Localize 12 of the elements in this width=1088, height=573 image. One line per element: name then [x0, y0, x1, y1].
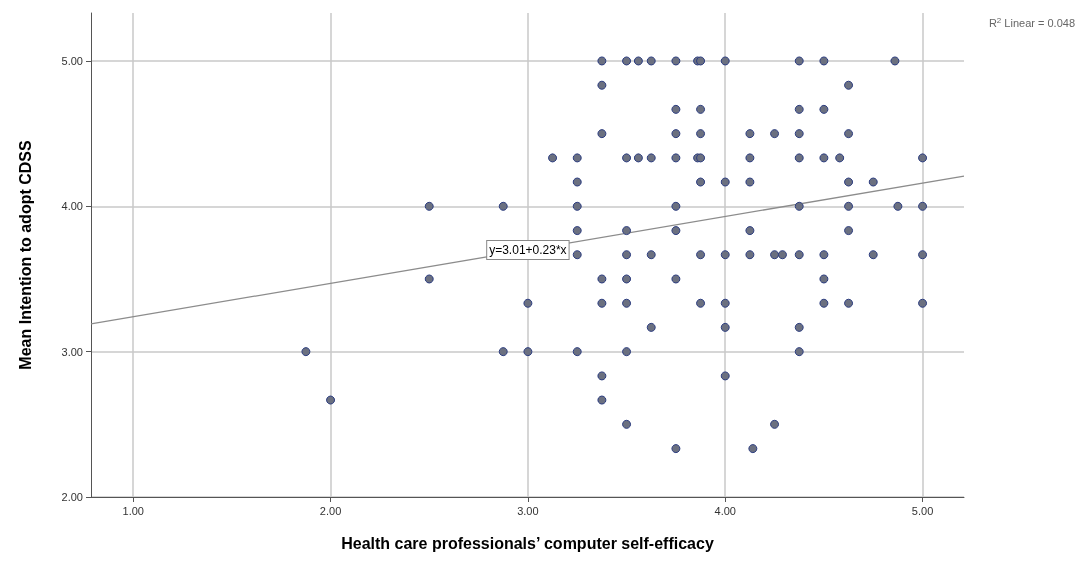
- x-tick-label: 5.00: [911, 504, 934, 517]
- y-tick-label: 3.00: [61, 345, 83, 358]
- y-tick-label: 2.00: [61, 491, 83, 503]
- x-tick-label: 4.00: [714, 504, 736, 517]
- y-tick-label: 5.00: [61, 54, 83, 67]
- x-tick-label: 2.00: [319, 504, 342, 517]
- y-tick-label: 4.00: [61, 200, 83, 213]
- x-tick-label: 3.00: [517, 504, 539, 517]
- y-axis-title: Mean Intention to adopt CDSS: [16, 140, 34, 370]
- x-axis-title: Health care professionals’ computer self-efficacy: [341, 534, 714, 552]
- x-tick-label: 1.00: [122, 504, 144, 517]
- annotation: y=3.01+0.23*x: [489, 242, 567, 257]
